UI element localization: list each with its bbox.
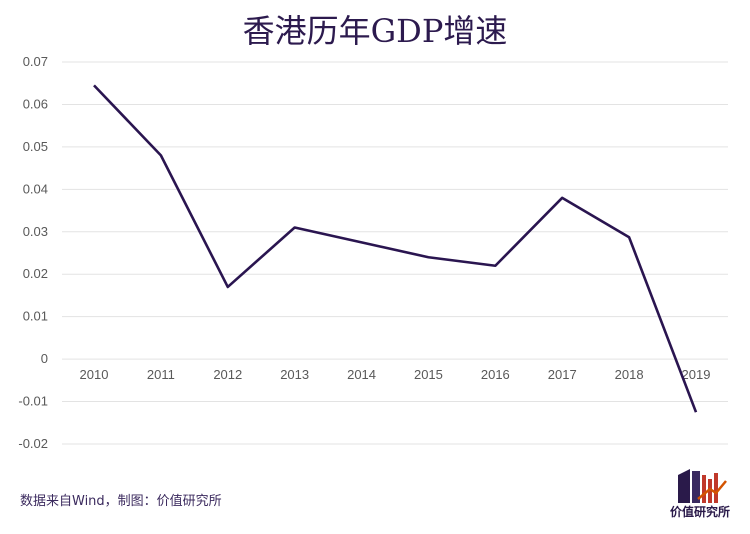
series-layer bbox=[92, 83, 699, 415]
y-tick-label: -0.02 bbox=[18, 436, 48, 451]
x-tick-label: 2014 bbox=[347, 367, 376, 382]
x-tick-label: 2017 bbox=[548, 367, 577, 382]
x-tick-label: 2015 bbox=[414, 367, 443, 382]
logo-text: 价值研究所 bbox=[669, 505, 730, 519]
data-point bbox=[627, 235, 632, 240]
y-tick-label: 0.01 bbox=[23, 309, 48, 324]
y-tick-label: 0.04 bbox=[23, 181, 48, 196]
x-tick-label: 2011 bbox=[147, 367, 175, 382]
x-tick-label: 2019 bbox=[682, 367, 711, 382]
chart-title: 香港历年GDP增速 bbox=[242, 12, 508, 50]
data-point bbox=[426, 255, 431, 260]
y-tick-label: 0.06 bbox=[23, 96, 48, 111]
series-line bbox=[93, 84, 698, 413]
data-point bbox=[359, 240, 364, 245]
y-tick-label: 0.02 bbox=[23, 266, 48, 281]
data-point bbox=[158, 153, 163, 158]
source-note: 数据来自Wind，制图：价值研究所 bbox=[20, 494, 222, 509]
x-tick-label: 2012 bbox=[213, 367, 242, 382]
x-tick-label: 2016 bbox=[481, 367, 510, 382]
x-tick-label: 2018 bbox=[615, 367, 644, 382]
data-point bbox=[292, 225, 297, 230]
y-tick-label: 0.03 bbox=[23, 224, 48, 239]
x-tick-label: 2013 bbox=[280, 367, 309, 382]
grid-lines bbox=[62, 61, 728, 445]
data-point bbox=[694, 410, 699, 415]
y-tick-label: -0.01 bbox=[18, 394, 48, 409]
y-axis-ticks: 0.07 0.06 0.05 0.04 0.03 0.02 0.01 0 -0.01 -0.02 bbox=[18, 54, 48, 451]
y-tick-label: 0.07 bbox=[23, 54, 48, 69]
y-tick-label: 0 bbox=[41, 351, 48, 366]
data-point bbox=[560, 195, 565, 200]
y-tick-label: 0.05 bbox=[23, 139, 48, 154]
x-tick-label: 2010 bbox=[80, 367, 109, 382]
x-axis-ticks: 2010 2011 2012 2013 2014 2015 2016 2017 2018 2019 bbox=[80, 367, 711, 382]
brand-logo: 价值研究所 bbox=[664, 465, 736, 525]
data-point bbox=[92, 83, 97, 88]
logo-icon bbox=[678, 469, 727, 503]
data-point bbox=[225, 284, 230, 289]
data-point bbox=[493, 263, 498, 268]
